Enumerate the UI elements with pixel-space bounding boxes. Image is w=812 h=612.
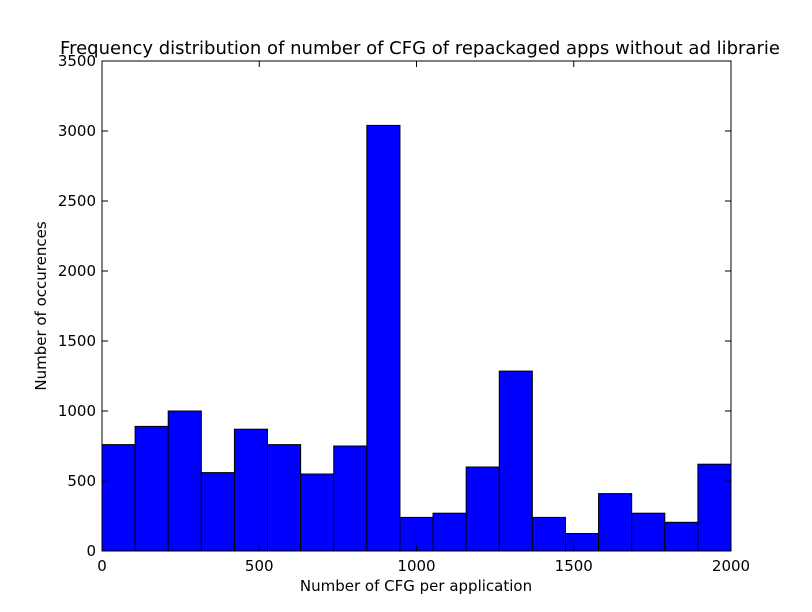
y-axis-ticks: 0 500 1000 1500 2000 2500 3000 3500 [58, 52, 731, 560]
histogram-bar [531, 516, 566, 552]
bars-group [101, 124, 732, 552]
x-tick-label: 1000 [397, 557, 435, 575]
y-tick-label: 0 [86, 542, 96, 560]
x-tick-label: 500 [245, 557, 274, 575]
y-tick-label: 2000 [58, 262, 96, 280]
histogram-bar [664, 521, 699, 552]
chart-title: Frequency distribution of number of CFG … [60, 38, 780, 59]
histogram-bar [697, 463, 732, 552]
histogram-bar [598, 493, 633, 552]
y-tick-label: 3500 [58, 52, 96, 70]
x-tick-label: 1500 [555, 557, 593, 575]
histogram-bar [267, 444, 302, 552]
histogram-bar [465, 466, 500, 552]
y-tick-label: 500 [67, 472, 96, 490]
x-tick-label: 0 [97, 557, 107, 575]
y-tick-label: 1500 [58, 332, 96, 350]
histogram-bar [333, 445, 368, 552]
histogram-bar [134, 425, 169, 552]
x-axis-ticks: 0 500 1000 1500 2000 [97, 61, 750, 575]
x-axis-label: Number of CFG per application [300, 577, 532, 595]
histogram-bar [366, 124, 401, 552]
histogram-bar [200, 472, 235, 552]
histogram-bar [167, 410, 202, 552]
y-tick-label: 2500 [58, 192, 96, 210]
histogram-bar [631, 512, 666, 552]
histogram-bar [233, 428, 269, 552]
histogram-bar [300, 473, 335, 552]
histogram-bar [432, 512, 467, 552]
y-tick-label: 1000 [58, 402, 96, 420]
histogram-bar [101, 444, 136, 552]
y-axis-label: Number of occurences [32, 221, 50, 390]
x-tick-label: 2000 [712, 557, 750, 575]
histogram-bar [564, 533, 600, 552]
histogram-bar [498, 370, 533, 552]
y-tick-label: 3000 [58, 122, 96, 140]
